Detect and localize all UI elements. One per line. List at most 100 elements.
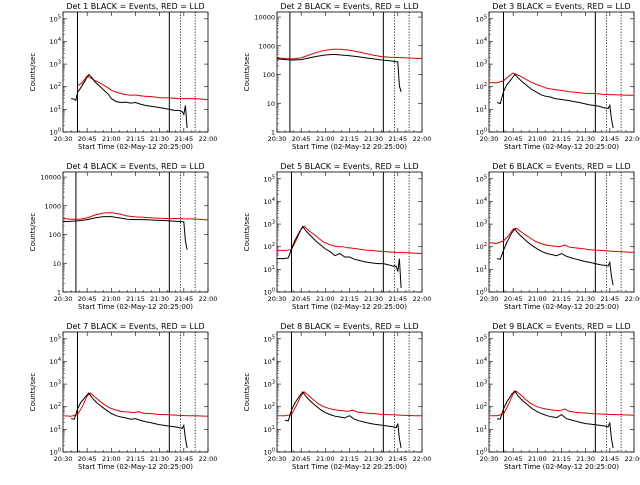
panel-det-7: Det 7 BLACK = Events, RED = LLD 20:30 20:4… [29,322,217,471]
y-tick-label: 104 [264,357,275,366]
x-tick-label: 21:00 [316,135,335,143]
x-tick-label: 20:45 [292,135,311,143]
y-tick-label: 100 [476,128,487,137]
x-tick-label: 21:15 [340,295,359,303]
y-tick-label: 103 [264,380,275,389]
y-tick-label: 101 [50,105,61,114]
y-tick-label: 105 [264,334,275,343]
panel-det-3: Det 3 BLACK = Events, RED = LLD 20:30 20:4… [476,2,640,151]
y-axis-label: Counts/sec [29,373,37,412]
y-tick-label: 101 [264,265,275,274]
series-events [62,216,188,250]
y-tick-label: 10000 [40,174,61,182]
y-tick-label: 103 [476,220,487,229]
x-tick-label: 22:00 [199,295,218,303]
x-tick-label: 21:45 [600,295,619,303]
y-tick-label: 103 [476,60,487,69]
y-tick-label: 1 [271,129,275,137]
y-tick-label: 104 [476,37,487,46]
x-tick-label: 21:15 [552,455,571,463]
x-tick-label: 21:30 [364,295,383,303]
y-tick-label: 104 [476,357,487,366]
panel-det-9: Det 9 BLACK = Events, RED = LLD 20:30 20:4… [476,322,640,471]
plot-frame [62,171,209,293]
plot-frame [62,331,209,453]
y-tick-label: 10 [267,100,275,108]
x-tick-label: 20:45 [504,455,523,463]
y-tick-label: 101 [476,105,487,114]
series-events [285,391,402,449]
series-lld [62,392,209,417]
x-tick-label: 22:00 [625,455,640,463]
series-events [71,392,188,449]
panel-title: Det 5 BLACK = Events, RED = LLD [280,162,418,171]
y-tick-label: 101 [264,425,275,434]
x-axis-label: Start Time (02-May-12 20:25:00) [504,143,619,151]
x-tick-label: 20:30 [480,455,499,463]
y-tick-label: 100 [263,71,275,79]
x-tick-label: 20:45 [78,295,97,303]
x-tick-label: 21:00 [102,455,121,463]
x-tick-label: 21:45 [388,455,407,463]
plot-frame [276,331,423,453]
panel-title: Det 7 BLACK = Events, RED = LLD [66,322,204,331]
y-tick-label: 105 [50,334,61,343]
y-tick-label: 103 [50,60,61,69]
x-tick-label: 21:15 [126,455,145,463]
x-tick-label: 20:45 [292,455,311,463]
y-tick-label: 100 [264,448,275,457]
series-lld [488,227,635,253]
plot-frame [488,331,635,453]
y-tick-label: 102 [476,82,487,91]
x-tick-label: 21:15 [126,135,145,143]
x-tick-label: 21:15 [552,295,571,303]
x-axis-label: Start Time (02-May-12 20:25:00) [292,463,407,471]
y-tick-label: 10000 [254,14,275,22]
x-axis-label: Start Time (02-May-12 20:25:00) [504,303,619,311]
y-axis-label: Counts/sec [243,53,251,92]
panel-det-5: Det 5 BLACK = Events, RED = LLD 20:30 20:4… [243,162,431,311]
panel-det-4: Det 4 BLACK = Events, RED = LLD 20:30 20:4… [29,162,217,311]
x-tick-label: 20:30 [54,135,73,143]
panel-title: Det 4 BLACK = Events, RED = LLD [66,162,204,171]
x-tick-label: 21:15 [340,135,359,143]
x-tick-label: 21:30 [576,135,595,143]
x-tick-label: 21:00 [528,135,547,143]
y-axis-label: Counts/sec [243,213,251,252]
y-tick-label: 1000 [258,42,275,50]
y-tick-label: 103 [476,380,487,389]
x-tick-label: 20:45 [504,295,523,303]
x-tick-label: 20:30 [480,135,499,143]
series-events [71,73,188,129]
y-tick-label: 101 [476,265,487,274]
y-axis-label: Counts/sec [243,373,251,412]
panel-det-2: Det 2 BLACK = Events, RED = LLD 20:30 20:4… [243,2,431,151]
series-lld [277,391,422,417]
x-tick-label: 21:30 [576,455,595,463]
x-tick-label: 20:45 [504,135,523,143]
x-tick-label: 21:30 [364,455,383,463]
x-tick-label: 21:15 [126,295,145,303]
x-axis-label: Start Time (02-May-12 20:25:00) [504,463,619,471]
y-tick-label: 104 [50,357,61,366]
y-tick-label: 105 [50,14,61,23]
y-axis-label: Counts/sec [29,53,37,92]
y-axis-label: Counts/sec [29,213,37,252]
x-tick-label: 21:30 [150,295,169,303]
series-lld [489,72,634,96]
x-tick-label: 20:30 [480,295,499,303]
y-tick-label: 102 [264,402,275,411]
y-tick-label: 105 [476,14,487,23]
y-tick-label: 101 [50,425,61,434]
y-tick-label: 102 [476,402,487,411]
y-tick-label: 100 [476,288,487,297]
x-tick-label: 21:15 [340,455,359,463]
x-tick-label: 21:00 [102,135,121,143]
y-tick-label: 102 [50,82,61,91]
y-tick-label: 105 [476,174,487,183]
panel-det-6: Det 6 BLACK = Events, RED = LLD 20:30 20:4… [476,162,640,311]
series-events [496,73,614,129]
x-tick-label: 20:30 [268,135,287,143]
y-tick-label: 104 [50,37,61,46]
